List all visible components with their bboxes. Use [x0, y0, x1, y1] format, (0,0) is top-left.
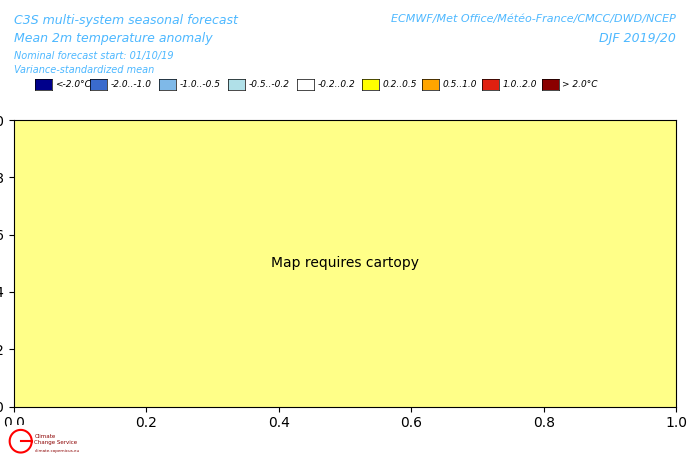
Text: -0.5..-0.2: -0.5..-0.2	[249, 80, 290, 89]
Text: 0.2..0.5: 0.2..0.5	[382, 80, 417, 89]
Text: Change Service: Change Service	[34, 440, 77, 445]
Text: Mean 2m temperature anomaly: Mean 2m temperature anomaly	[14, 32, 213, 45]
Text: 1.0..2.0: 1.0..2.0	[502, 80, 537, 89]
Text: -0.2..0.2: -0.2..0.2	[317, 80, 355, 89]
Text: -2.0..-1.0: -2.0..-1.0	[110, 80, 152, 89]
Text: <-2.0°C: <-2.0°C	[55, 80, 91, 89]
Text: C3S multi-system seasonal forecast: C3S multi-system seasonal forecast	[14, 14, 237, 27]
Text: ECMWF/Met Office/Météo-France/CMCC/DWD/NCEP: ECMWF/Met Office/Météo-France/CMCC/DWD/N…	[391, 14, 676, 24]
Text: Variance-standardized mean: Variance-standardized mean	[14, 65, 154, 75]
Text: Nominal forecast start: 01/10/19: Nominal forecast start: 01/10/19	[14, 51, 173, 61]
Text: DJF 2019/20: DJF 2019/20	[600, 32, 676, 45]
Text: 0.5..1.0: 0.5..1.0	[442, 80, 477, 89]
Text: climate.copernicus.eu: climate.copernicus.eu	[34, 449, 79, 453]
Text: > 2.0°C: > 2.0°C	[562, 80, 598, 89]
Text: Climate: Climate	[34, 434, 56, 439]
Text: Map requires cartopy: Map requires cartopy	[271, 256, 419, 270]
Text: -1.0..-0.5: -1.0..-0.5	[179, 80, 221, 89]
